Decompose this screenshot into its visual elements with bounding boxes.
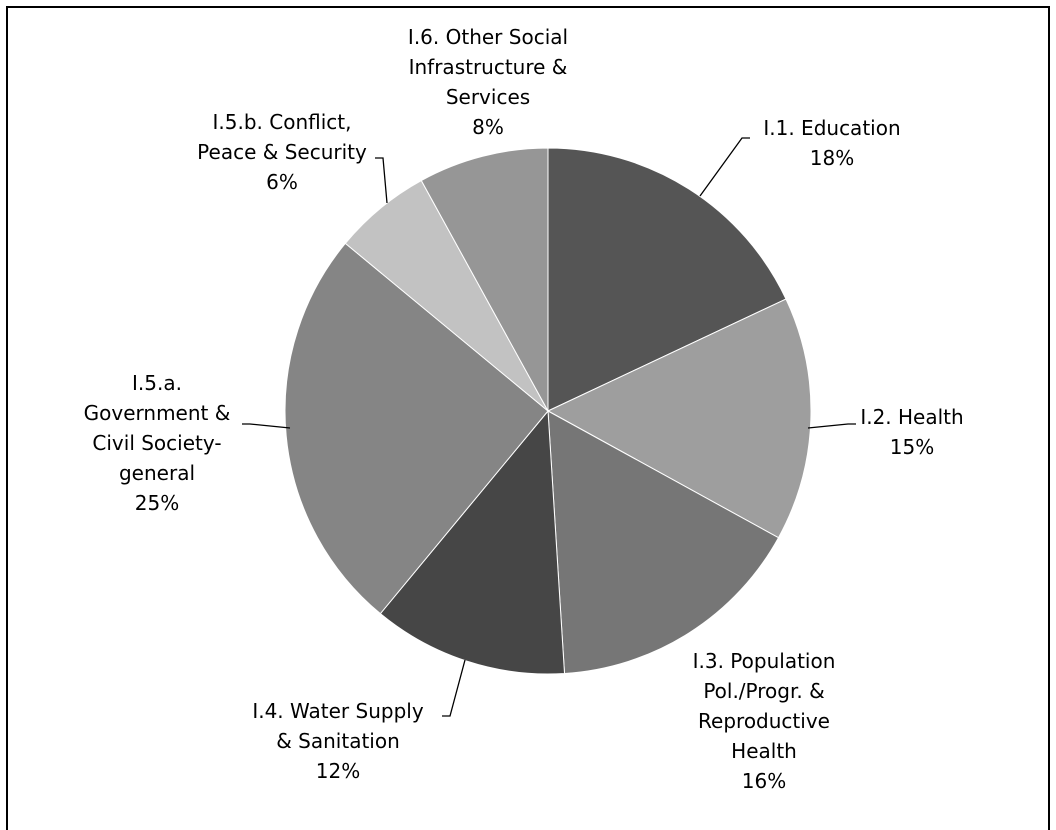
slice-labels: I.1. Education 18% I.2. Health 15% I.3. Popu…	[84, 25, 964, 793]
pie-slice-1	[547, 147, 787, 412]
leader-line-6	[375, 157, 388, 204]
slice-label-7: I.6. Other Social Infrastructure & Service…	[408, 25, 568, 139]
pie-slice-2	[546, 298, 812, 539]
slice-label-2: I.2. Health 15%	[860, 405, 963, 459]
pie-slice-3	[547, 410, 780, 675]
pie-slice-5	[284, 242, 549, 615]
slice-label-1: I.1. Education 18%	[763, 116, 900, 170]
leader-lines	[242, 137, 856, 717]
slice-label-5: I.5.a. Government & Civil Society-general 2…	[84, 371, 231, 515]
leader-line-5	[242, 423, 291, 429]
slice-label-4: I.4. Water Supply & Sanitation 12%	[252, 699, 423, 783]
slice-label-3: I.3. Population Pol./Progr. & Reproductive…	[693, 649, 836, 793]
leader-line-1	[699, 137, 750, 197]
slice-label-6: I.5.b. Conflict, Peace & Security 6%	[197, 110, 367, 194]
pie-slice-4	[379, 409, 566, 675]
pie-slices	[284, 147, 812, 675]
leader-line-4	[442, 659, 466, 717]
pie-slice-7	[420, 147, 549, 412]
leader-line-2	[807, 423, 856, 429]
